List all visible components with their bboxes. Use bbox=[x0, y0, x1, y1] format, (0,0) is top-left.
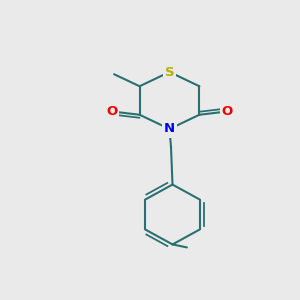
Text: N: N bbox=[164, 122, 175, 136]
Text: O: O bbox=[106, 105, 117, 118]
Text: S: S bbox=[165, 65, 174, 79]
Text: O: O bbox=[222, 105, 233, 118]
